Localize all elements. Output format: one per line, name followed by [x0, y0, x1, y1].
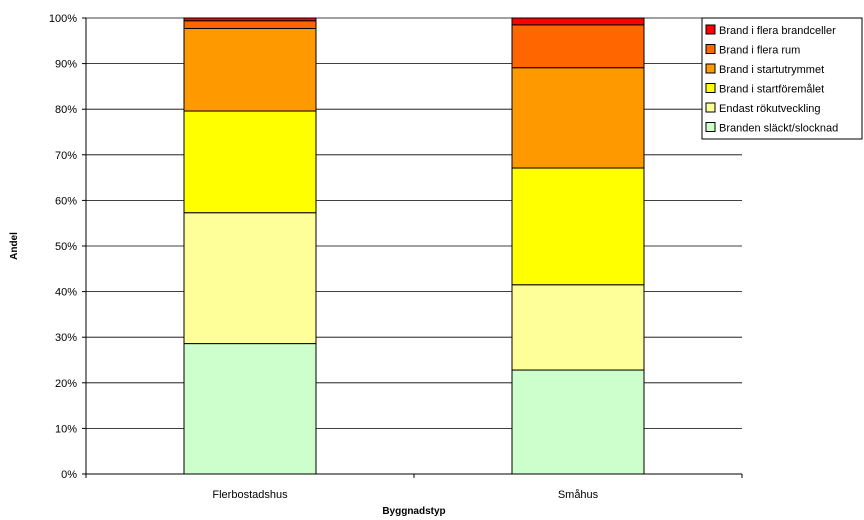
bar-segment	[511, 284, 645, 371]
x-axis-ticks: Flerbostadshus Småhus	[85, 474, 743, 501]
bar-segment	[183, 20, 317, 29]
bar-segment	[183, 27, 317, 112]
y-tick-label: 10%	[55, 423, 77, 435]
bar-segment	[511, 24, 645, 69]
x-tick-label: Flerbostadshus	[212, 489, 288, 501]
bar-segment	[511, 167, 645, 286]
legend-label: Branden släckt/slocknad	[719, 123, 838, 135]
legend-box	[701, 17, 863, 140]
bar-segment	[511, 17, 645, 26]
y-tick-label: 0%	[61, 469, 77, 481]
y-tick-label: 40%	[55, 287, 77, 299]
legend-swatch	[705, 63, 716, 74]
legend-label: Brand i startföremålet	[719, 84, 824, 96]
y-tick-label: 100%	[49, 13, 77, 25]
legend-swatch	[705, 44, 716, 54]
y-tick-label: 20%	[55, 378, 77, 390]
bar-segment	[183, 17, 317, 22]
y-tick-label: 80%	[55, 104, 77, 116]
y-tick-label: 70%	[55, 150, 77, 162]
y-axis-title: Andel	[9, 232, 20, 260]
x-axis-title: Byggnadstyp	[382, 506, 445, 517]
bar-segment	[183, 110, 317, 214]
legend-swatch	[705, 102, 716, 113]
y-tick-label: 30%	[55, 332, 77, 344]
bar-segment	[511, 67, 645, 169]
x-tick-label: Småhus	[558, 489, 599, 501]
legend-label: Brand i startutrymmet	[719, 64, 824, 76]
legend-swatch	[705, 24, 716, 35]
y-tick-label: 90%	[55, 59, 77, 71]
bars	[183, 17, 645, 475]
y-tick-label: 50%	[55, 241, 77, 253]
bar-segment	[511, 369, 645, 475]
legend-label: Brand i flera brandceller	[719, 25, 836, 37]
legend-label: Brand i flera rum	[719, 45, 800, 57]
y-tick-label: 60%	[55, 195, 77, 207]
bar-segment	[183, 212, 317, 345]
legend-label: Endast rökutveckling	[719, 103, 821, 115]
legend-swatch	[705, 83, 716, 93]
legend: Brand i flera brandceller Brand i flera r…	[701, 17, 863, 140]
legend-swatch	[705, 122, 716, 132]
bar-segment	[183, 343, 317, 475]
y-axis-ticks: 0% 10% 20% 30% 40% 50% 60% 70% 80% 90% 100%	[49, 13, 86, 481]
